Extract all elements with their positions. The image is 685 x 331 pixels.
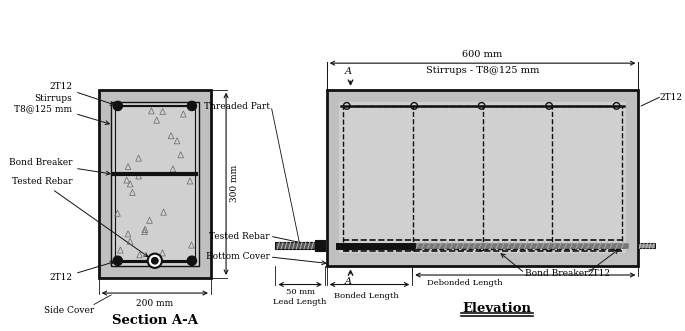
Text: 50 mm
Lead Length: 50 mm Lead Length bbox=[273, 288, 327, 306]
Text: Tested Rebar: Tested Rebar bbox=[209, 232, 270, 241]
Text: 2T12: 2T12 bbox=[49, 261, 114, 282]
Text: Threaded Part: Threaded Part bbox=[203, 102, 270, 111]
Text: A: A bbox=[345, 68, 352, 76]
Text: Bottom Cover: Bottom Cover bbox=[206, 253, 270, 261]
Bar bbox=[315, 240, 325, 251]
Bar bbox=[115, 106, 195, 262]
Circle shape bbox=[113, 256, 123, 265]
Bar bbox=[99, 90, 211, 278]
Text: Stirrups
T8@125 mm: Stirrups T8@125 mm bbox=[14, 94, 110, 124]
Text: Stirrups - T8@125 mm: Stirrups - T8@125 mm bbox=[426, 66, 539, 75]
Text: Tested Rebar: Tested Rebar bbox=[12, 177, 148, 257]
Bar bbox=[111, 102, 199, 265]
Bar bbox=[339, 102, 626, 253]
Text: 600 mm: 600 mm bbox=[462, 50, 503, 59]
Bar bbox=[275, 242, 315, 249]
Text: Elevation: Elevation bbox=[462, 302, 532, 314]
Text: Bond Breaker: Bond Breaker bbox=[9, 159, 110, 175]
Circle shape bbox=[148, 254, 162, 268]
Text: 300 mm: 300 mm bbox=[230, 165, 239, 203]
Bar bbox=[343, 106, 622, 249]
Text: Debonded Length: Debonded Length bbox=[427, 279, 502, 287]
Text: 2T12: 2T12 bbox=[659, 93, 682, 102]
Circle shape bbox=[187, 101, 197, 111]
Text: Section A-A: Section A-A bbox=[112, 314, 198, 327]
Circle shape bbox=[187, 256, 197, 265]
Circle shape bbox=[113, 101, 123, 111]
Bar bbox=[638, 243, 656, 248]
Text: 200 mm: 200 mm bbox=[136, 299, 173, 308]
Text: A: A bbox=[345, 277, 352, 286]
Text: Bonded Length: Bonded Length bbox=[334, 292, 399, 300]
Text: 2T12: 2T12 bbox=[49, 82, 114, 105]
Bar bbox=[327, 90, 638, 265]
Text: 2T12: 2T12 bbox=[587, 269, 610, 278]
Text: Bond Breaker: Bond Breaker bbox=[525, 269, 588, 278]
Text: Side Cover: Side Cover bbox=[44, 306, 94, 315]
Circle shape bbox=[151, 258, 158, 264]
